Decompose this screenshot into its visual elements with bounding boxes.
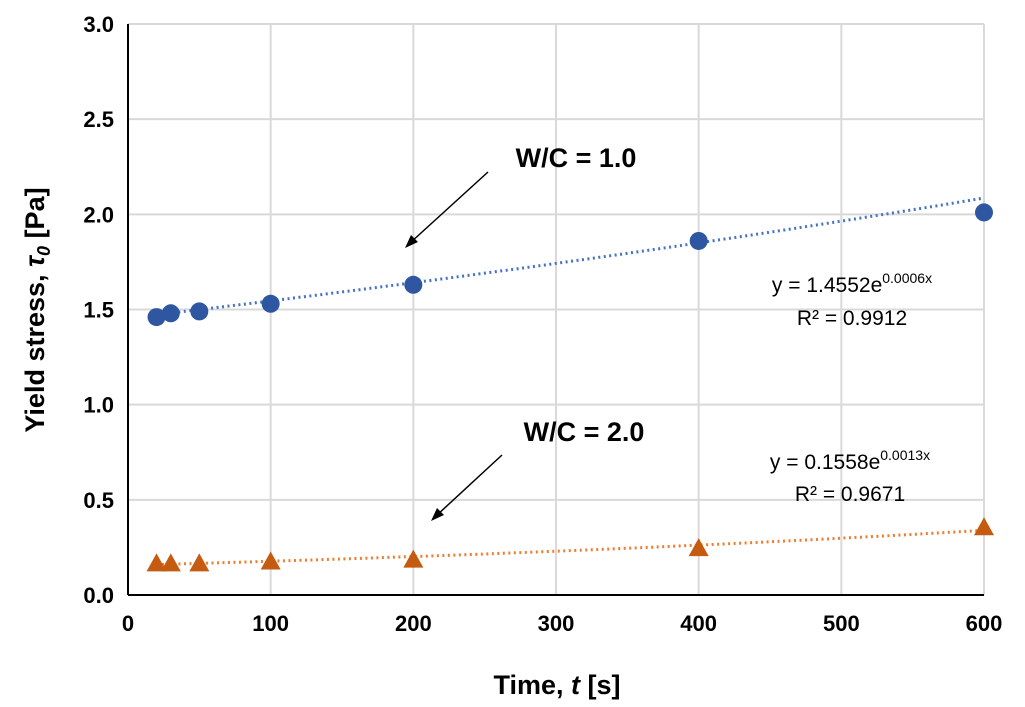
point-series-2-2 — [189, 553, 210, 572]
series-2-arrow-head — [431, 508, 444, 521]
y-tick-label-3: 1.5 — [83, 298, 114, 323]
x-tick-label-0: 0 — [122, 611, 134, 636]
series-1-equation-base: y = 1.4552e — [772, 274, 882, 297]
grid — [128, 23, 985, 595]
point-series-2-1 — [160, 553, 181, 572]
point-series-1-2 — [190, 302, 209, 321]
x-axis-title-prefix: Time, — [493, 670, 571, 700]
x-tick-label-3: 300 — [538, 611, 575, 636]
point-series-1-6 — [975, 203, 993, 222]
y-tick-label-5: 2.5 — [83, 107, 114, 132]
y-tick-label-4: 2.0 — [83, 202, 114, 227]
series-2-arrow-line — [435, 454, 503, 517]
y-tick-label-0: 0.0 — [83, 583, 114, 608]
y-tick-labels: 0.0 0.5 1.0 1.5 2.0 2.5 3.0 — [83, 12, 114, 608]
point-series-1-3 — [261, 294, 280, 313]
point-series-2-5 — [688, 538, 709, 557]
point-series-1-5 — [689, 231, 708, 250]
series-1-callout: W/C = 1.0 — [516, 143, 637, 173]
y-axis-title-prefix: Yield stress, — [20, 267, 50, 433]
series-2-equation-base: y = 0.1558e — [770, 451, 880, 474]
y-axis-title: Yield stress, τ0 [Pa] — [20, 187, 54, 432]
x-tick-label-1: 100 — [252, 611, 289, 636]
point-series-2-0 — [146, 553, 167, 572]
x-axis-title: Time, t [s] — [493, 670, 620, 700]
point-series-2-3 — [260, 551, 281, 570]
trendlines — [156, 196, 985, 567]
y-tick-label-1: 0.5 — [83, 488, 114, 513]
point-series-1-4 — [404, 275, 423, 294]
trendline-series-1 — [156, 196, 985, 317]
x-axis-title-symbol: t — [571, 670, 581, 700]
x-tick-label-4: 400 — [680, 611, 717, 636]
axes — [127, 24, 984, 596]
y-tick-label-2: 1.0 — [83, 393, 114, 418]
series-1-equation-exponent: 0.0006x — [882, 270, 932, 286]
y-axis-title-suffix: [Pa] — [20, 187, 50, 246]
y-axis-title-symbol: τ — [20, 254, 50, 267]
data-points — [146, 203, 994, 572]
point-series-1-0 — [147, 308, 166, 327]
series-1-r2: R² = 0.9912 — [797, 307, 907, 330]
x-tick-labels: 0 100 200 300 400 500 600 — [122, 611, 1002, 636]
series-1-equation: y = 1.4552e0.0006x — [772, 270, 932, 297]
y-axis-title-subscript: 0 — [34, 246, 54, 256]
point-series-2-4 — [403, 549, 424, 568]
series-1-arrow-line — [409, 171, 489, 244]
x-tick-label-2: 200 — [395, 611, 432, 636]
trendline-series-2 — [156, 528, 985, 567]
series-2-equation: y = 0.1558e0.0013x — [770, 447, 930, 474]
point-series-1-1 — [161, 304, 180, 323]
x-tick-label-6: 600 — [966, 611, 1003, 636]
point-series-2-6 — [974, 517, 994, 536]
series-2-r2: R² = 0.9671 — [795, 483, 905, 506]
series-1-arrow-head — [405, 235, 418, 248]
series-2-callout: W/C = 2.0 — [524, 417, 645, 447]
series-2-equation-exponent: 0.0013x — [880, 447, 930, 463]
x-axis-title-suffix: [s] — [580, 670, 621, 700]
x-tick-label-5: 500 — [823, 611, 860, 636]
y-tick-label-6: 3.0 — [83, 12, 114, 37]
